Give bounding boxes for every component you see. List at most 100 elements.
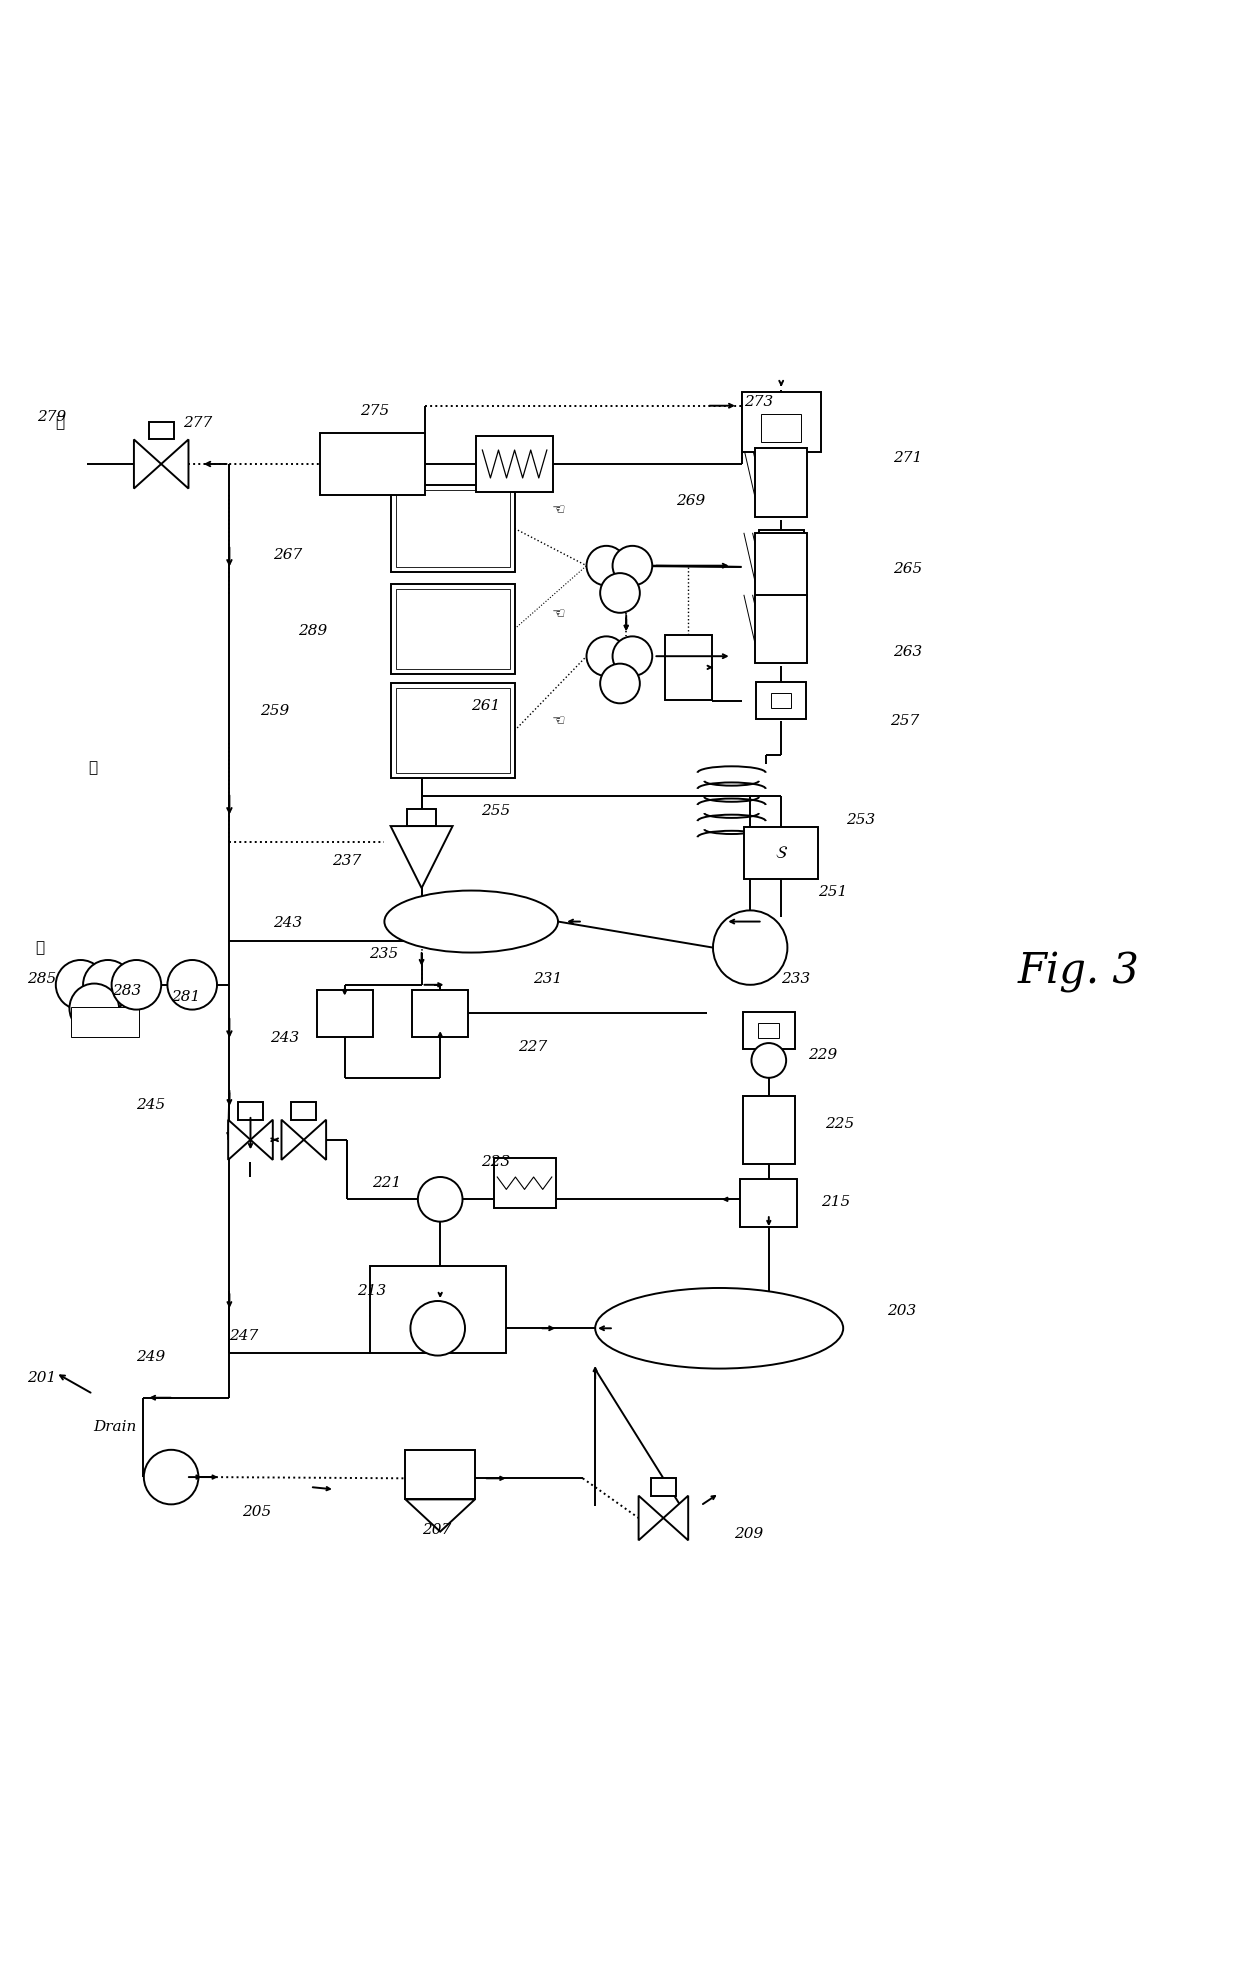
Text: ✋: ✋	[35, 939, 45, 955]
Text: 265: 265	[893, 563, 923, 577]
Text: 255: 255	[481, 805, 511, 819]
Text: ✋: ✋	[88, 761, 98, 775]
Text: 213: 213	[357, 1284, 387, 1298]
Bar	[396, 688, 510, 773]
Text: 225: 225	[825, 1116, 854, 1130]
Text: 283: 283	[112, 983, 141, 999]
Polygon shape	[405, 1500, 475, 1532]
Text: 253: 253	[846, 813, 875, 826]
Text: 275: 275	[360, 404, 389, 418]
Text: 229: 229	[808, 1048, 838, 1062]
Text: Drain: Drain	[93, 1421, 136, 1435]
Polygon shape	[134, 440, 161, 488]
Text: 289: 289	[298, 624, 327, 638]
Circle shape	[144, 1449, 198, 1504]
Bar	[651, 1479, 676, 1496]
Bar	[755, 533, 807, 601]
Ellipse shape	[384, 890, 558, 953]
Text: 215: 215	[821, 1195, 851, 1209]
Text: 203: 203	[887, 1304, 916, 1318]
Circle shape	[418, 1177, 463, 1221]
Bar	[238, 1102, 263, 1120]
Bar	[773, 539, 790, 551]
Text: 231: 231	[533, 971, 563, 985]
Circle shape	[69, 983, 119, 1033]
Polygon shape	[228, 1120, 250, 1159]
Bar	[476, 436, 553, 492]
Bar	[291, 1102, 316, 1120]
Text: 277: 277	[184, 416, 213, 430]
Text: 249: 249	[136, 1350, 166, 1364]
Text: 235: 235	[370, 947, 399, 961]
Text: 279: 279	[37, 410, 67, 424]
Circle shape	[112, 959, 161, 1009]
Bar	[740, 1179, 797, 1227]
Bar	[755, 595, 807, 664]
Bar	[71, 1007, 139, 1037]
Circle shape	[587, 545, 626, 585]
Text: 251: 251	[818, 884, 848, 898]
Bar	[759, 529, 804, 559]
Polygon shape	[161, 440, 188, 488]
Bar	[391, 585, 515, 674]
Text: 263: 263	[893, 646, 923, 660]
Circle shape	[410, 1300, 465, 1356]
Bar	[494, 1157, 556, 1207]
Text: 273: 273	[744, 394, 774, 408]
Text: 267: 267	[273, 547, 303, 561]
Circle shape	[713, 910, 787, 985]
Ellipse shape	[595, 1288, 843, 1370]
Text: 201: 201	[27, 1372, 57, 1385]
Text: ☜: ☜	[552, 501, 564, 517]
Bar	[743, 1096, 795, 1163]
Text: 281: 281	[171, 991, 201, 1005]
Bar	[391, 684, 515, 777]
Text: ✋: ✋	[55, 416, 64, 430]
Polygon shape	[281, 1120, 304, 1159]
Circle shape	[56, 959, 105, 1009]
Text: ☜: ☜	[552, 714, 564, 727]
Text: 285: 285	[27, 971, 57, 985]
Bar	[665, 634, 712, 700]
Text: 259: 259	[260, 704, 290, 717]
Polygon shape	[304, 1120, 326, 1159]
Bar	[761, 414, 801, 442]
Bar	[149, 422, 174, 440]
Text: 257: 257	[890, 714, 920, 727]
Text: 223: 223	[481, 1156, 511, 1169]
Circle shape	[751, 1043, 786, 1078]
Text: 245: 245	[136, 1098, 166, 1112]
Text: ☜: ☜	[552, 606, 564, 622]
Bar	[743, 1013, 795, 1048]
Circle shape	[613, 545, 652, 585]
Bar	[396, 490, 510, 567]
Circle shape	[600, 573, 640, 612]
Text: 209: 209	[734, 1526, 764, 1542]
Bar	[771, 694, 791, 708]
Text: 233: 233	[781, 971, 811, 985]
Polygon shape	[391, 826, 453, 888]
Text: 237: 237	[332, 854, 362, 868]
Bar	[370, 1266, 506, 1354]
Bar	[405, 1449, 475, 1500]
Bar	[391, 486, 515, 573]
Text: 207: 207	[422, 1524, 451, 1538]
Circle shape	[600, 664, 640, 704]
Text: $\mathcal{S}$: $\mathcal{S}$	[775, 844, 787, 862]
Text: 247: 247	[229, 1328, 259, 1342]
Circle shape	[167, 959, 217, 1009]
Bar	[742, 392, 821, 452]
Text: 261: 261	[471, 700, 501, 714]
Bar	[412, 989, 467, 1037]
Bar	[759, 1023, 779, 1039]
Text: 221: 221	[372, 1175, 402, 1191]
Circle shape	[83, 959, 133, 1009]
Text: 271: 271	[893, 450, 923, 466]
Polygon shape	[250, 1120, 273, 1159]
Text: Fig. 3: Fig. 3	[1018, 951, 1140, 993]
Text: 243: 243	[270, 1031, 300, 1045]
Text: 243: 243	[273, 916, 303, 930]
Bar	[755, 448, 807, 517]
Bar	[317, 989, 372, 1037]
Circle shape	[613, 636, 652, 676]
